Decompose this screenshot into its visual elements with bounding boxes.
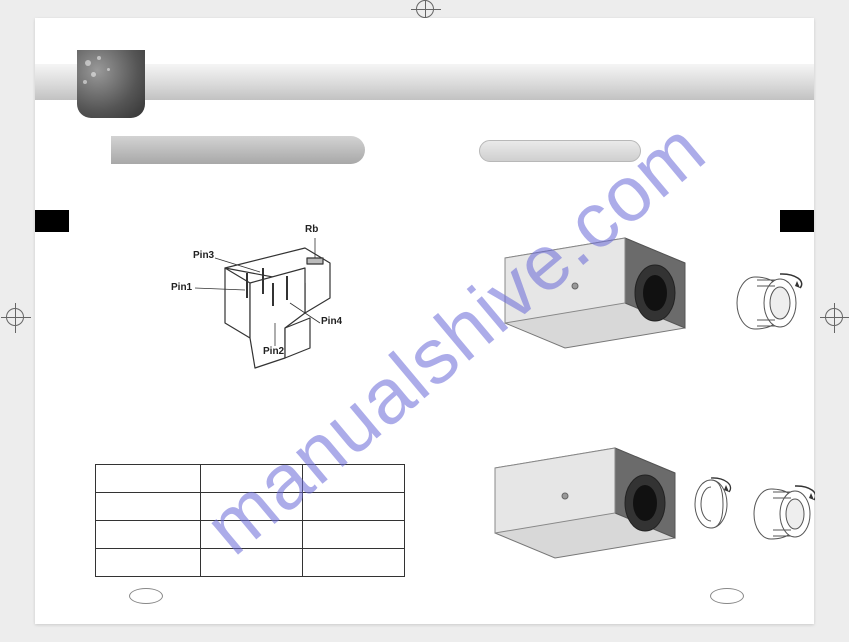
table-row [96, 549, 405, 577]
table-row [96, 521, 405, 549]
label-pin3: Pin3 [193, 250, 214, 261]
label-pin2: Pin2 [263, 346, 284, 357]
table-row [96, 465, 405, 493]
manual-page: Rb Pin3 Pin1 Pin2 Pin4 [35, 18, 814, 624]
crop-mark-left [6, 308, 24, 326]
table-row [96, 493, 405, 521]
label-pin4: Pin4 [321, 316, 342, 327]
cs-mount-lens-figure [475, 218, 815, 368]
header-band [35, 64, 814, 100]
page-tab-left [35, 210, 69, 232]
label-pin1: Pin1 [171, 282, 192, 293]
binding-hole-right [710, 588, 744, 604]
binding-hole-left [129, 588, 163, 604]
section-heading-bar [111, 136, 365, 164]
crop-mark-top [416, 0, 434, 18]
c-mount-lens-figure [475, 418, 815, 568]
section-pill [479, 140, 641, 162]
crop-mark-right [825, 308, 843, 326]
pin-assignment-table [95, 464, 405, 577]
bubble-badge [77, 50, 145, 118]
label-rb: Rb [305, 224, 318, 235]
auto-iris-connector-diagram: Rb Pin3 Pin1 Pin2 Pin4 [155, 228, 385, 378]
